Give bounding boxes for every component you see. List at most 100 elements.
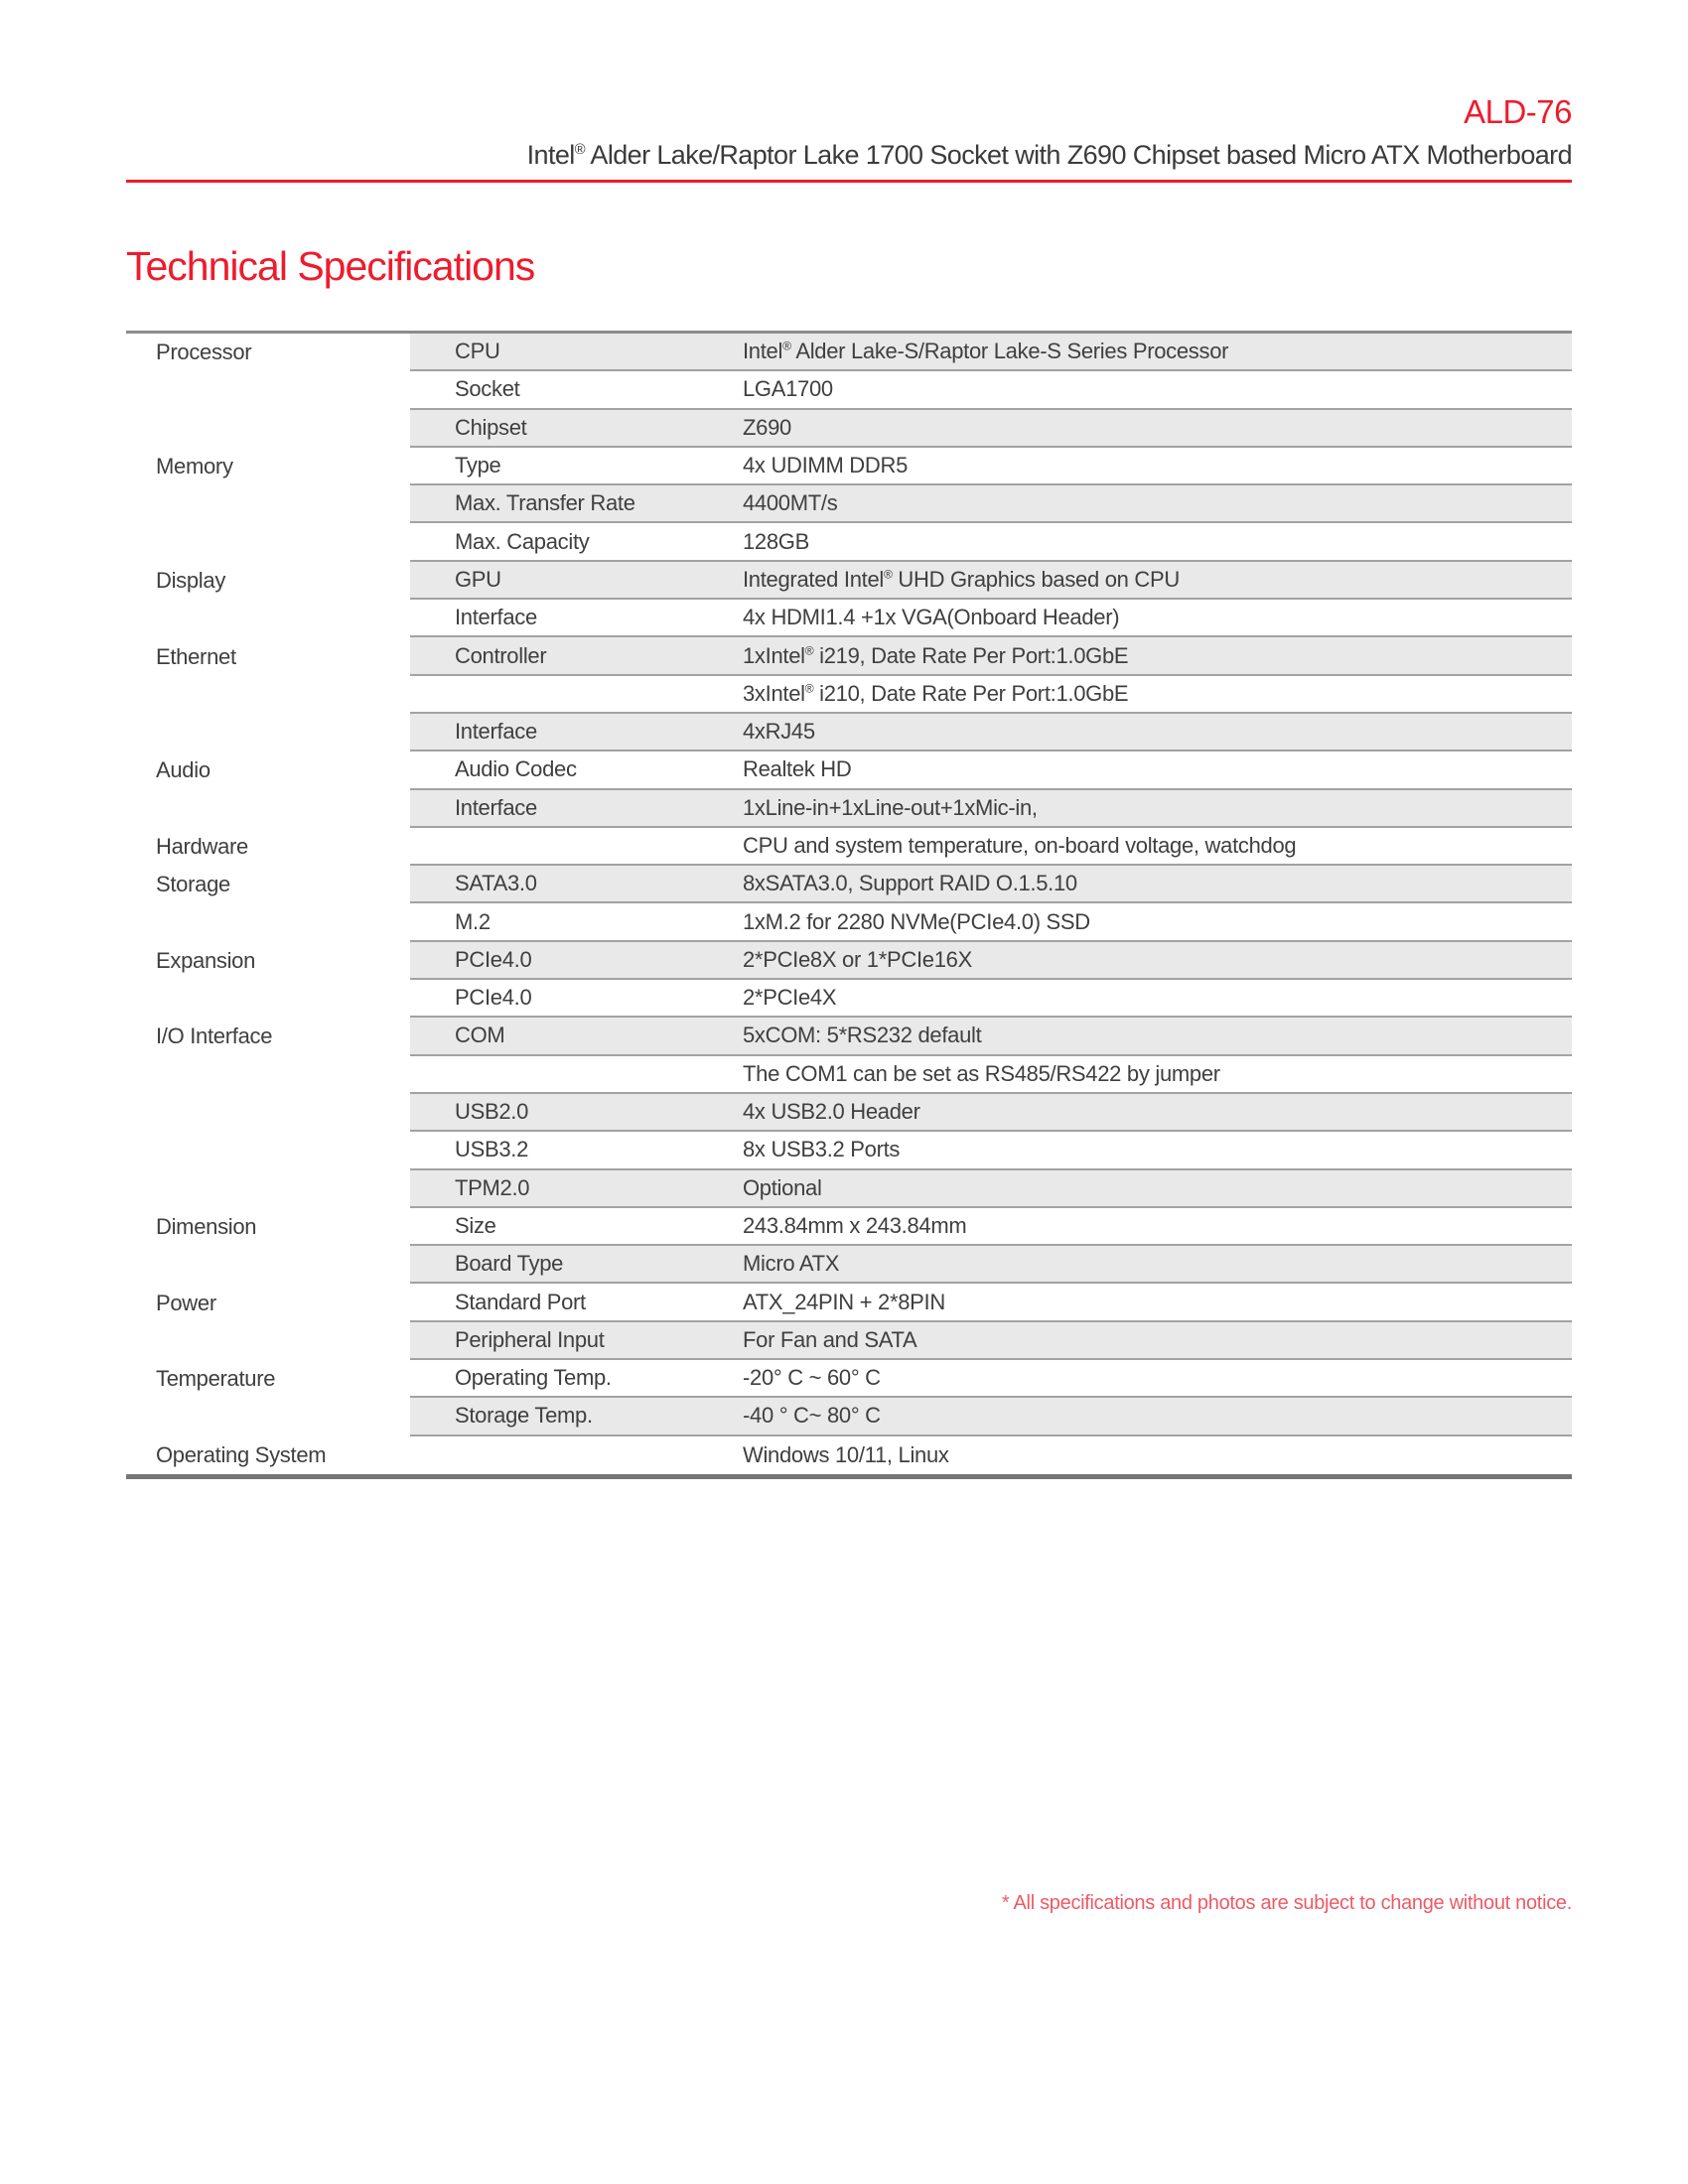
table-row: Socket LGA1700 (126, 371, 1572, 410)
spec-value: 2*PCIe8X or 1*PCIe16X (743, 946, 972, 972)
section-title: Technical Specifications (126, 243, 535, 289)
spec-item: Peripheral Input (455, 1326, 605, 1352)
spec-item: Socket (455, 376, 520, 402)
spec-row-body: USB3.2 8x USB3.2 Ports (410, 1132, 1572, 1170)
table-row: Power Standard Port ATX_24PIN + 2*8PIN (126, 1284, 1572, 1322)
spec-item: Storage Temp. (455, 1403, 593, 1429)
spec-item: TPM2.0 (455, 1174, 530, 1200)
spec-value: 1xLine-in+1xLine-out+1xMic-in, (743, 794, 1038, 820)
spec-category (126, 410, 410, 448)
spec-item: Operating Temp. (455, 1365, 612, 1391)
spec-value: ATX_24PIN + 2*8PIN (743, 1289, 945, 1314)
spec-value: 1xIntel® i219, Date Rate Per Port:1.0GbE (743, 642, 1129, 668)
spec-value: 1xM.2 for 2280 NVMe(PCIe4.0) SSD (743, 908, 1090, 934)
spec-row-body: M.2 1xM.2 for 2280 NVMe(PCIe4.0) SSD (410, 903, 1572, 942)
spec-category (126, 485, 410, 523)
spec-value: Intel® Alder Lake-S/Raptor Lake-S Series… (743, 339, 1229, 364)
table-row: I/O Interface COM 5xCOM: 5*RS232 default (126, 1018, 1572, 1056)
spec-row-body: Interface 4x HDMI1.4 +1x VGA(Onboard Hea… (410, 600, 1572, 638)
spec-value: -40 ° C~ 80° C (743, 1403, 881, 1429)
spec-category: Dimension (156, 1213, 257, 1239)
table-row: USB3.2 8x USB3.2 Ports (126, 1132, 1572, 1170)
spec-value: Optional (743, 1174, 822, 1200)
spec-row-body: USB2.0 4x USB2.0 Header (410, 1093, 1572, 1133)
spec-item: PCIe4.0 (455, 985, 532, 1011)
spec-category (126, 790, 410, 828)
spec-category: Hardware (156, 834, 248, 859)
spec-value: 4x USB2.0 Header (743, 1099, 920, 1125)
spec-value: CPU and system temperature, on-board vol… (743, 833, 1297, 858)
spec-row-body: GPU Integrated Intel® UHD Graphics based… (410, 561, 1572, 601)
spec-row-body: Max. Transfer Rate 4400MT/s (410, 485, 1572, 524)
spec-row-body: The COM1 can be set as RS485/RS422 by ju… (410, 1055, 1572, 1094)
spec-category: Processor (156, 340, 252, 365)
spec-category: Temperature (156, 1366, 276, 1392)
table-row: Max. Transfer Rate 4400MT/s (126, 485, 1572, 524)
spec-value: 4x UDIMM DDR5 (743, 453, 908, 478)
spec-value: -20° C ~ 60° C (743, 1365, 881, 1391)
spec-row-body: Socket LGA1700 (410, 371, 1572, 410)
spec-row-body: PCIe4.0 2*PCIe8X or 1*PCIe16X (410, 941, 1572, 981)
spec-row-body: Peripheral Input For Fan and SATA (410, 1321, 1572, 1361)
spec-category (126, 523, 410, 561)
spec-item: Chipset (455, 414, 527, 440)
table-row: Storage Temp. -40 ° C~ 80° C (126, 1398, 1572, 1436)
spec-value: 3xIntel® i210, Date Rate Per Port:1.0GbE (743, 680, 1129, 706)
spec-row-body: Interface 1xLine-in+1xLine-out+1xMic-in, (410, 789, 1572, 828)
spec-value: Realtek HD (743, 756, 852, 782)
table-row: PCIe4.0 2*PCIe4X (126, 980, 1572, 1019)
spec-category (126, 600, 410, 637)
spec-category: Display (156, 567, 226, 593)
spec-value: 128GB (743, 528, 809, 554)
spec-item: Standard Port (455, 1289, 586, 1314)
table-row: Display GPU Integrated Intel® UHD Graphi… (126, 561, 1572, 601)
product-code: ALD-76 (1464, 93, 1572, 130)
table-row: Interface 4x HDMI1.4 +1x VGA(Onboard Hea… (126, 600, 1572, 638)
spec-item: Type (455, 453, 501, 478)
spec-item: Max. Transfer Rate (455, 490, 635, 516)
spec-item: Controller (455, 642, 547, 668)
table-row: Board Type Micro ATX (126, 1246, 1572, 1285)
spec-category (126, 1056, 410, 1094)
spec-category (126, 1398, 410, 1435)
spec-value: 5xCOM: 5*RS232 default (743, 1023, 982, 1048)
spec-item: M.2 (455, 908, 491, 934)
table-row: Hardware CPU and system temperature, on-… (126, 827, 1572, 867)
spec-category: Ethernet (156, 643, 236, 669)
spec-category (126, 714, 410, 751)
spec-category (126, 1322, 410, 1360)
spec-value: 243.84mm x 243.84mm (743, 1212, 967, 1238)
spec-row-body: Type 4x UDIMM DDR5 (410, 447, 1572, 486)
disclaimer-footnote: * All specifications and photos are subj… (1001, 1892, 1572, 1914)
spec-item: COM (455, 1023, 505, 1048)
spec-row-body: Interface 4xRJ45 (410, 713, 1572, 752)
spec-category (126, 980, 410, 1018)
table-row: Max. Capacity 128GB (126, 523, 1572, 562)
table-row: Chipset Z690 (126, 409, 1572, 448)
table-row: Interface 4xRJ45 (126, 713, 1572, 752)
spec-value: 4x HDMI1.4 +1x VGA(Onboard Header) (743, 605, 1120, 630)
spec-item: GPU (455, 566, 501, 592)
spec-category (126, 1246, 410, 1284)
header-divider (126, 180, 1572, 183)
table-row: Operating System Windows 10/11, Linux (126, 1435, 1572, 1474)
spec-value: Micro ATX (743, 1251, 840, 1277)
table-row: Peripheral Input For Fan and SATA (126, 1321, 1572, 1361)
spec-item: SATA3.0 (455, 871, 537, 896)
spec-value: 2*PCIe4X (743, 985, 837, 1011)
spec-row-body: PCIe4.0 2*PCIe4X (410, 980, 1572, 1019)
spec-row-body: Board Type Micro ATX (410, 1246, 1572, 1285)
spec-item: Board Type (455, 1251, 564, 1277)
spec-item: USB3.2 (455, 1137, 529, 1162)
spec-row-body: Operating Temp. -20° C ~ 60° C (410, 1360, 1572, 1399)
spec-value: Z690 (743, 414, 791, 440)
spec-item: USB2.0 (455, 1099, 529, 1125)
spec-row-body: Controller 1xIntel® i219, Date Rate Per … (410, 637, 1572, 676)
table-row: Interface 1xLine-in+1xLine-out+1xMic-in, (126, 789, 1572, 828)
table-row: 3xIntel® i210, Date Rate Per Port:1.0GbE (126, 675, 1572, 714)
spec-value: Integrated Intel® UHD Graphics based on … (743, 566, 1180, 592)
spec-value: LGA1700 (743, 376, 833, 402)
spec-row-body: CPU and system temperature, on-board vol… (410, 827, 1572, 867)
spec-table: Processor CPU Intel® Alder Lake-S/Raptor… (126, 331, 1572, 1479)
